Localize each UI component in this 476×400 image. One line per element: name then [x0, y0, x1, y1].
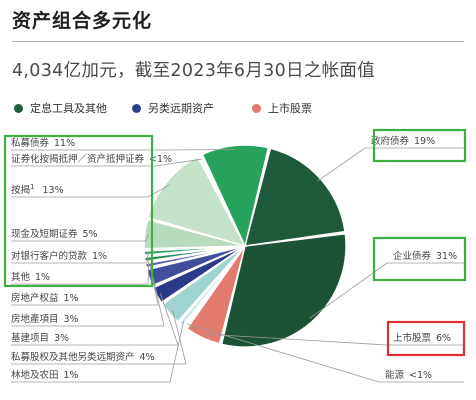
- pie-slice-13: [198, 154, 246, 247]
- slice-label--: 私募债券 11%: [11, 137, 75, 149]
- leader-line: [11, 310, 187, 365]
- leader-line: [11, 321, 185, 383]
- leader-line: [11, 184, 171, 198]
- slice-label--: 私募股权及其他另类远期资产 4%: [11, 351, 155, 363]
- legend-item-alternatives: 另类远期资产: [132, 100, 214, 116]
- slice-label--: 政府债券 19%: [371, 135, 435, 147]
- pie-slice-10: [143, 245, 246, 256]
- slice-label--: 对银行客户的贷款 1%: [11, 250, 107, 262]
- pie-slice-2: [186, 245, 246, 345]
- highlight-box-government-bonds: [372, 128, 467, 163]
- slice-label--: 林地及农田 1%: [11, 369, 79, 381]
- leader-line: [187, 323, 464, 383]
- title-divider: [12, 41, 464, 42]
- leader-line: [317, 147, 464, 182]
- slice-label--: 房地產項目 3%: [11, 313, 79, 325]
- slice-label--: 上市股票 6%: [393, 332, 451, 344]
- slice-label--: 按揭1 13%: [11, 183, 64, 196]
- pie-slice-1: [220, 232, 347, 348]
- pie-slice-5: [161, 245, 246, 323]
- highlight-box-left: [3, 134, 154, 288]
- leader-line: [11, 293, 179, 346]
- leader-line: [11, 258, 150, 285]
- legend-label: 上市股票: [268, 102, 312, 115]
- slice-label--: 现金及短期证券 5%: [11, 228, 98, 240]
- slice-label--: 证券化按揭抵押／资产抵押证券 <1%: [11, 153, 172, 165]
- slice-label--: 房地产权益 1%: [11, 292, 79, 304]
- slice-label--: 能源 <1%: [385, 369, 432, 381]
- slice-label--: 其他 1%: [11, 271, 50, 283]
- legend-label: 另类远期资产: [148, 102, 214, 115]
- page-subtitle: 4,034亿加元，截至2023年6月30日之帐面值: [12, 61, 376, 81]
- legend-item-fixed-income: 定息工具及其他: [14, 100, 107, 116]
- highlight-box-public-equities: [386, 320, 466, 357]
- slice-label--: 企业债券 31%: [393, 250, 457, 262]
- leader-line: [11, 252, 149, 264]
- pie-slice-11: [143, 218, 246, 250]
- highlight-box-corporate-bonds: [372, 236, 467, 282]
- leader-line: [11, 149, 236, 151]
- legend-dot-icon: [132, 103, 141, 113]
- leader-line: [11, 276, 165, 327]
- legend-dot-icon: [252, 103, 261, 113]
- legend-item-public-equities: 上市股票: [252, 100, 312, 116]
- slice-label--: 基建项目 3%: [11, 332, 69, 344]
- pie-slice-0: [244, 147, 346, 247]
- pie-slice-12: [147, 155, 247, 248]
- pie-slice-14: [201, 144, 270, 249]
- leader-line: [309, 262, 464, 319]
- pie-slice-9: [143, 245, 246, 263]
- page-title: 资产组合多元化: [12, 10, 153, 32]
- legend-dot-icon: [14, 103, 23, 113]
- pie-slice-8: [144, 245, 246, 269]
- leader-line: [11, 158, 202, 167]
- legend-label: 定息工具及其他: [30, 102, 107, 115]
- leader-line: [11, 234, 150, 242]
